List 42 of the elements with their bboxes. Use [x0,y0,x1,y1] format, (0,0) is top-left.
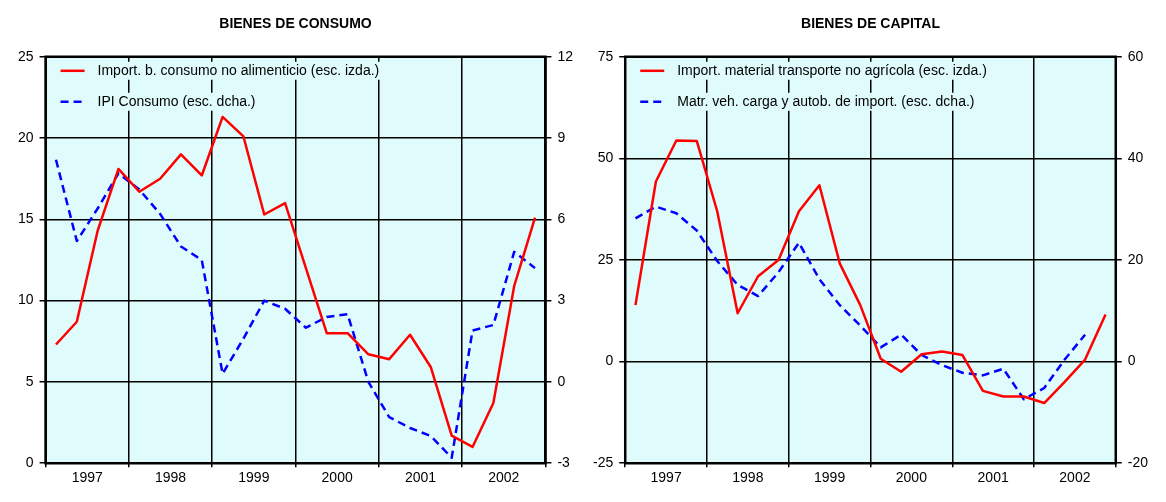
y-tick-label: 0 [25,454,34,471]
x-tick-label: 1997 [71,469,104,486]
y-tick-label: 25 [597,250,614,267]
y-tick-label: 0 [605,352,614,369]
y-tick-label: 25 [17,47,34,64]
y-tick-label: 5 [25,372,34,389]
y-tick-label: 10 [17,291,34,308]
x-tick-label: 1999 [814,469,846,486]
x-tick-label: 2000 [321,469,353,486]
legend-label: IPI Consumo (esc. dcha.) [97,92,256,109]
y-tick-label: -25 [593,454,614,471]
y2-tick-label: 20 [1127,250,1144,267]
x-tick-label: 2001 [977,469,1009,486]
y-tick-label: 15 [17,210,34,227]
chart-title: BIENES DE CAPITAL [801,15,941,32]
x-tick-label: 1998 [732,469,764,486]
legend-label: Matr. veh. carga y autob. de import. (esc. dcha.) [677,92,975,109]
x-tick-label: 2002 [488,469,520,486]
chart-title: BIENES DE CONSUMO [219,15,372,32]
y2-tick-label: 3 [557,291,566,308]
line-series [634,205,1087,401]
y-tick-label: 75 [597,47,614,64]
x-tick-label: 1999 [238,469,270,486]
x-tick-label: 2002 [1059,469,1091,486]
y2-tick-label: 6 [557,210,566,227]
legend-label: Import. material transporte no agrícola (esc. izda.) [677,61,987,78]
line-series [54,158,537,460]
x-tick-label: 2001 [404,469,437,486]
y2-tick-label: 0 [1127,352,1136,369]
y2-tick-label: 0 [557,372,566,389]
y2-tick-label: 60 [1127,47,1144,64]
y2-tick-label: -20 [1127,454,1149,471]
y2-tick-label: 40 [1127,149,1144,166]
y-tick-label: 20 [17,128,34,145]
x-tick-label: 1997 [650,469,682,486]
x-tick-label: 1998 [154,469,187,486]
legend-label: Import. b. consumo no alimenticio (esc. izda.) [97,61,380,78]
y-tick-label: 50 [597,149,614,166]
x-tick-label: 2000 [895,469,928,486]
y2-tick-label: -3 [557,454,571,471]
y2-tick-label: 12 [557,47,574,64]
y2-tick-label: 9 [557,128,566,145]
